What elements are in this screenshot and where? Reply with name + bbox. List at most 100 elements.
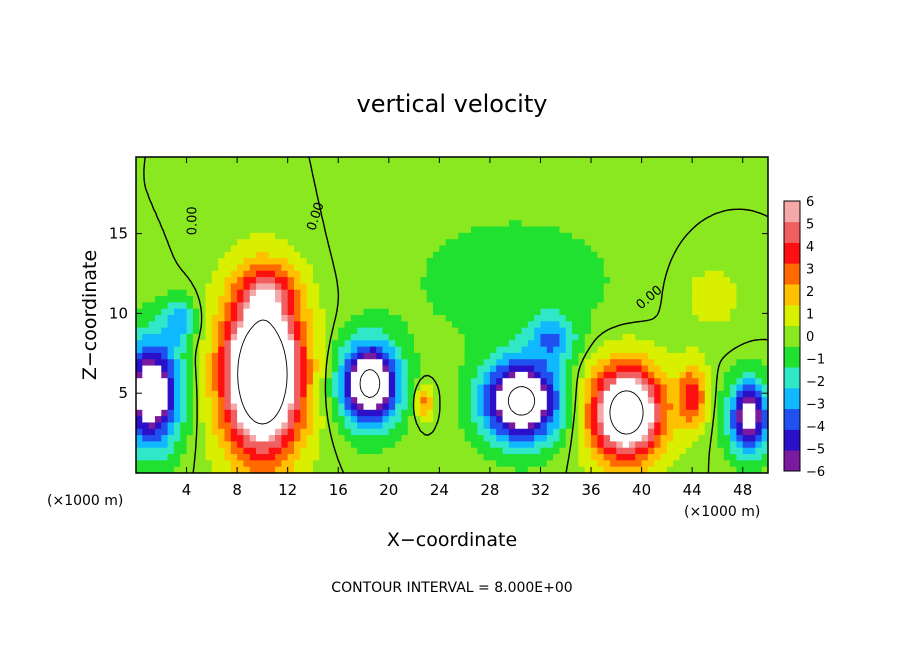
field-cell bbox=[363, 188, 371, 196]
field-cell bbox=[616, 371, 624, 379]
field-cell bbox=[249, 435, 257, 442]
field-cell bbox=[224, 245, 232, 253]
field-cell bbox=[679, 403, 687, 411]
field-cell bbox=[249, 226, 257, 234]
field-cell bbox=[224, 194, 232, 202]
field-cell bbox=[521, 409, 529, 417]
field-cell bbox=[369, 239, 377, 247]
field-cell bbox=[294, 207, 301, 215]
field-cell bbox=[559, 226, 567, 234]
field-cell bbox=[458, 232, 466, 240]
field-cell bbox=[237, 239, 245, 247]
field-cell bbox=[679, 182, 687, 190]
field-cell bbox=[211, 441, 219, 449]
field-cell bbox=[749, 384, 756, 392]
field-cell bbox=[527, 454, 535, 461]
field-cell bbox=[439, 371, 447, 379]
field-cell bbox=[458, 157, 466, 164]
field-cell bbox=[584, 175, 592, 183]
field-cell bbox=[180, 359, 188, 367]
field-cell bbox=[382, 428, 390, 436]
field-cell bbox=[319, 371, 327, 379]
field-cell bbox=[439, 409, 447, 417]
field-cell bbox=[470, 409, 478, 417]
field-cell bbox=[357, 302, 365, 310]
field-cell bbox=[388, 157, 396, 164]
field-cell bbox=[458, 163, 466, 171]
field-cell bbox=[445, 321, 453, 329]
field-cell bbox=[515, 207, 523, 215]
field-cell bbox=[319, 428, 327, 436]
field-cell bbox=[205, 245, 213, 253]
field-cell bbox=[344, 283, 352, 291]
field-cell bbox=[268, 352, 276, 360]
field-cell bbox=[489, 416, 497, 424]
field-cell bbox=[312, 163, 320, 171]
field-cell bbox=[300, 232, 308, 240]
field-cell bbox=[470, 460, 478, 468]
field-cell bbox=[723, 226, 731, 234]
field-cell bbox=[294, 321, 301, 329]
field-cell bbox=[211, 258, 219, 266]
field-cell bbox=[211, 220, 219, 228]
field-cell bbox=[622, 245, 630, 253]
field-cell bbox=[275, 397, 282, 405]
field-cell bbox=[230, 175, 238, 183]
field-cell bbox=[325, 157, 333, 164]
field-cell bbox=[622, 397, 630, 405]
field-cell bbox=[300, 466, 308, 473]
field-cell bbox=[186, 321, 194, 329]
field-cell bbox=[578, 277, 586, 284]
field-cell bbox=[679, 157, 687, 164]
field-cell bbox=[622, 302, 630, 310]
field-cell bbox=[565, 239, 573, 247]
field-cell bbox=[610, 384, 617, 392]
field-cell bbox=[154, 441, 162, 449]
field-cell bbox=[136, 340, 143, 348]
field-cell bbox=[281, 435, 289, 442]
field-cell bbox=[205, 251, 213, 259]
field-cell bbox=[692, 163, 700, 171]
field-cell bbox=[401, 422, 409, 430]
field-cell bbox=[464, 447, 472, 455]
field-cell bbox=[591, 359, 598, 367]
field-cell bbox=[654, 302, 662, 310]
field-cell bbox=[654, 378, 662, 386]
field-cell bbox=[546, 232, 554, 240]
field-cell bbox=[578, 308, 586, 316]
field-cell bbox=[730, 270, 737, 278]
field-cell bbox=[230, 163, 238, 171]
field-cell bbox=[420, 466, 428, 473]
field-cell bbox=[515, 409, 523, 417]
field-cell bbox=[173, 359, 181, 367]
field-cell bbox=[546, 384, 554, 392]
field-cell bbox=[635, 416, 643, 424]
field-cell bbox=[508, 270, 516, 278]
field-cell bbox=[692, 207, 700, 215]
field-cell bbox=[641, 315, 649, 322]
field-cell bbox=[540, 340, 548, 348]
field-cell bbox=[148, 447, 156, 455]
field-cell bbox=[426, 371, 434, 379]
field-cell bbox=[218, 365, 226, 373]
field-cell bbox=[755, 447, 763, 455]
field-cell bbox=[388, 340, 396, 348]
field-cell bbox=[749, 371, 756, 379]
field-cell bbox=[319, 258, 327, 266]
field-cell bbox=[673, 333, 681, 341]
field-cell bbox=[546, 169, 554, 177]
field-cell bbox=[540, 213, 548, 221]
field-cell bbox=[414, 239, 421, 247]
field-cell bbox=[470, 390, 478, 398]
field-cell bbox=[312, 327, 320, 335]
field-cell bbox=[433, 340, 440, 348]
field-cell bbox=[154, 409, 162, 417]
field-cell bbox=[527, 226, 535, 234]
field-cell bbox=[237, 213, 245, 221]
field-cell bbox=[540, 416, 548, 424]
field-cell bbox=[142, 441, 150, 449]
field-cell bbox=[578, 182, 586, 190]
field-cell bbox=[192, 460, 200, 468]
field-cell bbox=[654, 384, 662, 392]
field-cell bbox=[262, 371, 270, 379]
